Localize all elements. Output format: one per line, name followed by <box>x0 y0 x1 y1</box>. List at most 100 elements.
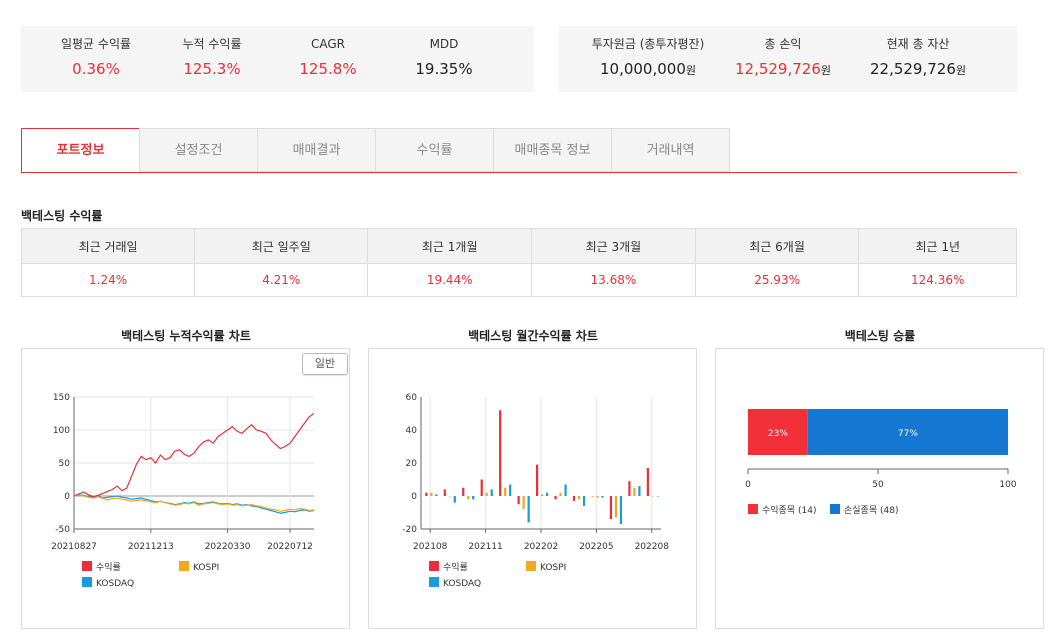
summary-right-stat-0: 투자원금 (총투자평잔) 10,000,000원 <box>578 34 718 80</box>
cum-series-line-blue <box>73 494 315 514</box>
mon-legend-swatch <box>429 561 439 571</box>
win-bar-win <box>748 409 808 455</box>
mon-bar-blue <box>582 496 586 506</box>
mon-bar-red <box>591 496 594 497</box>
mon-legend-label: 수익률 <box>443 561 468 573</box>
mon-legend-swatch <box>429 577 439 587</box>
stat-value-number: 125.8% <box>299 60 357 78</box>
mon-bar-orange <box>522 496 525 510</box>
cumulative-chart-panel: 일반 150 100 50 0 -50 20210827 20211213 20220330 2… <box>21 348 350 629</box>
mon-bar-blue <box>453 496 456 503</box>
mon-legend-label: KOSDAQ <box>443 579 481 589</box>
stat-value-number: 0.36% <box>72 60 120 78</box>
cum-legend-label: KOSPI <box>193 563 219 573</box>
winrate-chart-title: 백테스팅 승률 <box>844 329 916 343</box>
mon-bar-blue <box>601 496 604 498</box>
stat-label: 총 손익 <box>764 37 802 51</box>
mon-bar-orange <box>467 496 470 500</box>
cum-xtick-label: 20220330 <box>205 542 251 552</box>
stat-label: 누적 수익률 <box>182 37 242 51</box>
mon-bar-red <box>480 479 483 496</box>
mon-bar-blue <box>435 494 438 496</box>
mon-bar-orange <box>504 487 507 496</box>
returns-header-0: 최근 거래일 <box>20 228 196 264</box>
mon-bar-orange <box>559 492 562 496</box>
win-xtick-label: 100 <box>999 480 1016 490</box>
tab-1[interactable]: 설정조건 <box>139 128 258 172</box>
mon-bar-blue <box>509 484 512 496</box>
cum-legend-label: 수익률 <box>96 561 121 573</box>
tab-4[interactable]: 매매종목 정보 <box>493 128 612 172</box>
summary-right-stat-2: 현재 총 자산 22,529,726원 <box>848 34 988 80</box>
tab-3[interactable]: 수익률 <box>375 128 494 172</box>
returns-value-0: 1.24% <box>20 263 196 297</box>
mon-bar-blue <box>656 496 659 497</box>
mon-ytick-label: 20 <box>406 459 418 469</box>
summary-box-right <box>559 26 1017 92</box>
cum-ytick-label: -50 <box>55 525 70 535</box>
stat-value: 0.36% <box>26 58 166 80</box>
tab-0[interactable]: 포트정보 <box>21 128 140 174</box>
cumulative-line-chart: 150 100 50 0 -50 20210827 20211213 20220330 2022… <box>51 393 315 589</box>
mon-bar-blue <box>638 486 641 496</box>
summary-left-stat-1: 누적 수익률 125.3% <box>142 34 282 80</box>
returns-header-3: 최근 3개월 <box>531 228 696 264</box>
returns-header-4: 최근 6개월 <box>694 228 860 264</box>
cum-xtick-label: 20220712 <box>267 542 313 552</box>
cum-series-line-red <box>73 413 315 498</box>
win-bar-loss <box>807 409 1008 455</box>
stat-label: 일평균 수익률 <box>60 37 132 51</box>
returns-header-1: 최근 일주일 <box>194 228 369 264</box>
returns-value-2: 19.44% <box>367 263 533 297</box>
summary-left-stat-3: MDD 19.35% <box>374 34 514 80</box>
mon-ytick-label: -20 <box>402 525 417 535</box>
cum-xtick-label: 20211213 <box>128 542 174 552</box>
mon-xtick-label: 202108 <box>413 542 448 552</box>
mon-bar-red <box>554 496 557 500</box>
win-bar-label: 23% <box>768 429 788 439</box>
stat-value: 19.35% <box>374 58 514 80</box>
summary-box-left <box>21 26 534 92</box>
mon-bar-red <box>628 481 631 496</box>
mon-bar-orange <box>541 494 544 496</box>
mon-bar-red <box>609 496 613 520</box>
stat-value-number: 10,000,000 <box>599 60 686 78</box>
mon-bar-blue <box>490 489 493 496</box>
returns-value-1: 4.21% <box>194 263 369 297</box>
mon-xtick-label: 202111 <box>468 542 502 552</box>
mon-bar-red <box>517 496 520 505</box>
mon-bar-red <box>462 487 465 496</box>
stat-label: MDD <box>429 37 459 51</box>
mon-xtick-label: 202205 <box>579 542 613 552</box>
mon-bar-blue <box>546 492 549 496</box>
mon-bar-orange <box>448 496 451 497</box>
mon-ytick-label: 60 <box>406 393 418 403</box>
mon-legend-swatch <box>526 561 536 571</box>
winrate-chart-panel: 23% 77% 0 50 100 수익종목 (14) 손실종목 (48) <box>715 348 1044 629</box>
mon-bar-blue <box>619 496 623 525</box>
tab-underline <box>21 172 1017 173</box>
stat-value-number: 19.35% <box>415 60 473 78</box>
stat-value-unit: 원 <box>820 64 831 77</box>
returns-section-title: 백테스팅 수익률 <box>21 209 103 223</box>
win-xtick-label: 0 <box>745 480 751 490</box>
mon-legend-label: KOSPI <box>540 563 566 573</box>
mon-bar-red <box>425 492 428 496</box>
chart-mode-toggle-button[interactable]: 일반 <box>302 353 348 375</box>
stat-label: 현재 총 자산 <box>886 37 950 51</box>
cum-legend-swatch <box>179 561 189 571</box>
stat-value: 22,529,726원 <box>848 58 988 80</box>
cum-ytick-label: 0 <box>64 492 70 502</box>
cum-legend-label: KOSDAQ <box>96 579 134 589</box>
tab-2[interactable]: 매매결과 <box>257 128 376 172</box>
winrate-bar-chart: 23% 77% 0 50 100 수익종목 (14) 손실종목 (48) <box>745 409 1017 516</box>
mon-xtick-label: 202208 <box>635 542 670 552</box>
mon-ytick-label: 0 <box>411 492 417 502</box>
stat-value: 12,529,726원 <box>713 58 853 80</box>
cum-series-line-orange <box>73 494 315 512</box>
stat-value: 10,000,000원 <box>578 58 718 80</box>
mon-bar-blue <box>564 484 567 496</box>
tab-5[interactable]: 거래내역 <box>611 128 730 172</box>
win-legend-label: 손실종목 (48) <box>844 505 898 516</box>
mon-bar-orange <box>633 487 636 496</box>
